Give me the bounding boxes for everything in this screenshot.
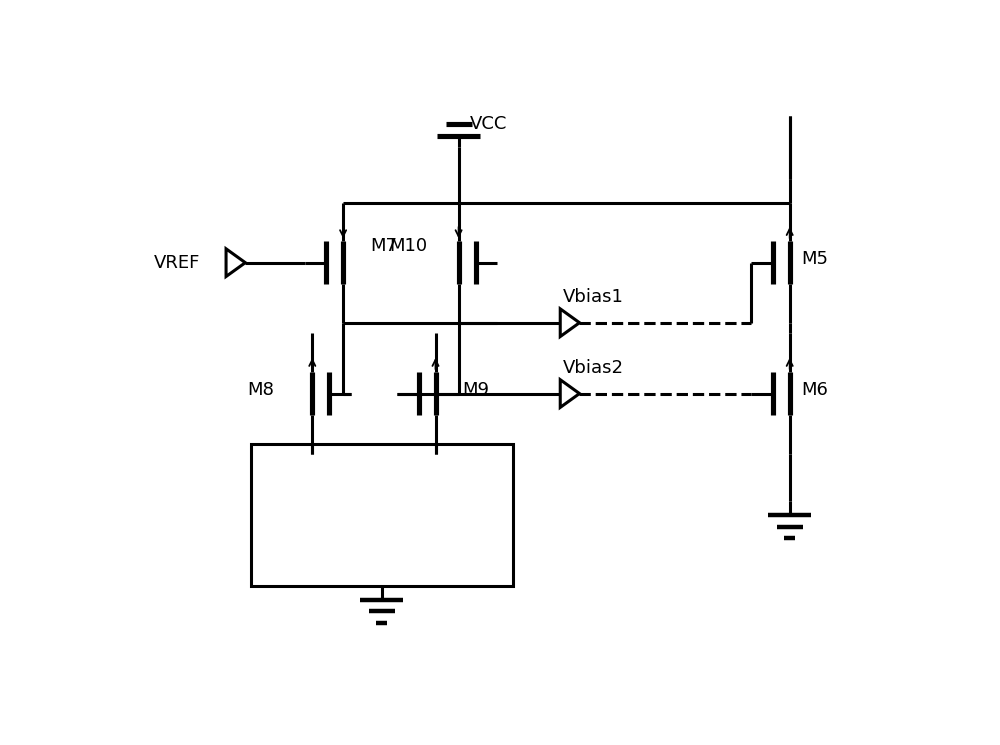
Text: Vbias1: Vbias1 xyxy=(563,288,623,305)
Text: M7: M7 xyxy=(370,237,397,255)
Text: M9: M9 xyxy=(462,381,489,399)
Text: Vbias2: Vbias2 xyxy=(563,358,624,377)
Bar xyxy=(251,443,512,586)
Text: VREF: VREF xyxy=(154,253,201,272)
Text: VCC: VCC xyxy=(470,115,508,133)
Text: M6: M6 xyxy=(801,381,828,399)
Text: M8: M8 xyxy=(247,381,274,399)
Text: M10: M10 xyxy=(389,237,427,255)
Text: M5: M5 xyxy=(801,250,828,267)
